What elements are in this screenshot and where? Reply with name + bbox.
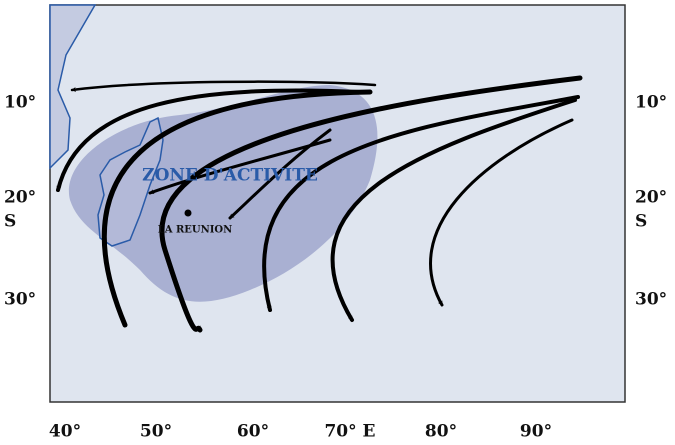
hemisphere-label: S	[4, 212, 16, 232]
lon-label: 70° E	[324, 422, 375, 442]
place-label: LA REUNION	[158, 225, 233, 236]
hemisphere-label: S	[635, 212, 647, 232]
lat-label: 30°	[4, 290, 36, 310]
lon-label: 60°	[237, 422, 269, 442]
lat-label: 30°	[635, 290, 667, 310]
lat-label: 20°	[635, 188, 667, 208]
cyclone-tracks	[56, 75, 583, 333]
lat-label: 10°	[635, 93, 667, 113]
lon-label: 40°	[49, 422, 81, 442]
zone-label: ZONE D'ACTIVITE	[142, 166, 318, 186]
lat-label: 20°	[4, 188, 36, 208]
reunion-dot	[184, 209, 192, 217]
lon-label: 90°	[520, 422, 552, 442]
africa-coast	[49, 4, 97, 170]
lat-label: 10°	[4, 93, 36, 113]
lon-label: 50°	[140, 422, 172, 442]
lon-label: 80°	[425, 422, 457, 442]
